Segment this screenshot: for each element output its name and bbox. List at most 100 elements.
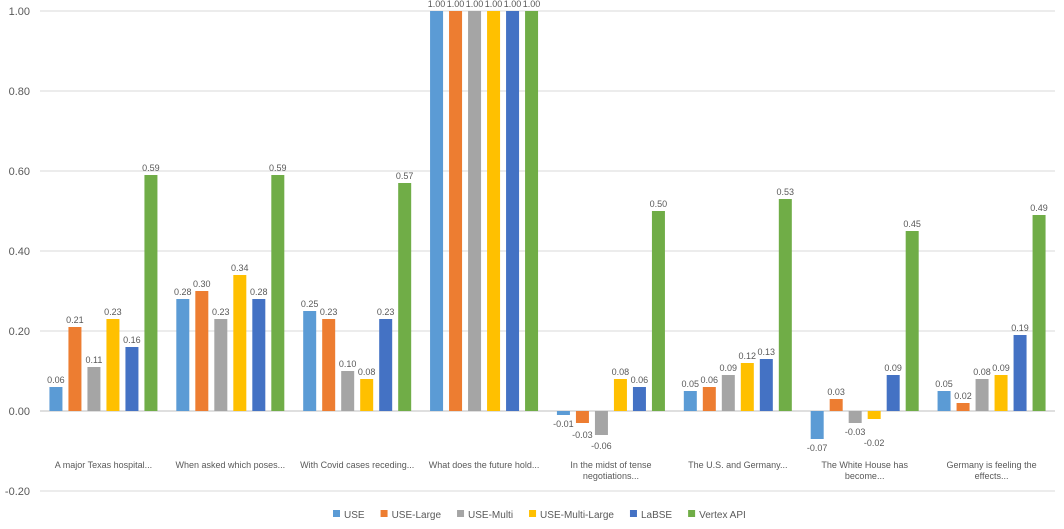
- data-label: 0.45: [903, 219, 921, 229]
- data-label: 0.19: [1011, 323, 1029, 333]
- bar: [271, 175, 285, 411]
- bar: [487, 11, 501, 411]
- data-label: 0.12: [739, 351, 757, 361]
- legend-swatch: [457, 510, 465, 517]
- bar: [525, 11, 539, 411]
- data-label: 0.11: [86, 355, 103, 365]
- legend-swatch: [380, 510, 388, 517]
- x-tick-label: When asked which poses...: [176, 460, 286, 470]
- data-label: 0.09: [720, 363, 738, 373]
- bar: [994, 375, 1008, 411]
- data-label: 0.16: [123, 335, 141, 345]
- legend-entry: USE-Large: [392, 510, 442, 521]
- bar: [740, 363, 754, 411]
- bar: [683, 391, 697, 411]
- data-label: 0.08: [358, 367, 376, 377]
- data-label: 0.49: [1030, 203, 1048, 213]
- bar: [1032, 215, 1046, 411]
- bar: [702, 387, 716, 411]
- data-label: 0.10: [339, 359, 357, 369]
- data-label: 0.08: [612, 367, 630, 377]
- bar: [956, 403, 970, 411]
- data-label: 0.13: [758, 347, 776, 357]
- data-label: 0.06: [631, 375, 649, 385]
- data-label: 0.28: [174, 287, 192, 297]
- y-tick-label: -0.20: [5, 486, 30, 498]
- bar: [379, 319, 393, 411]
- data-label: 0.02: [954, 391, 972, 401]
- bar: [233, 275, 247, 411]
- bar: [430, 11, 444, 411]
- bar: [144, 175, 158, 411]
- data-label: 1.00: [466, 0, 484, 9]
- data-label: 0.59: [269, 163, 287, 173]
- bar: [937, 391, 951, 411]
- data-label: 0.03: [827, 387, 845, 397]
- data-label: 0.09: [884, 363, 902, 373]
- bar: [829, 399, 843, 411]
- bar: [449, 11, 463, 411]
- data-label: -0.02: [864, 438, 885, 448]
- y-tick-label: 0.80: [9, 86, 30, 98]
- bar: [613, 379, 627, 411]
- bar: [360, 379, 374, 411]
- x-tick-label: Germany is feeling the effects...: [947, 460, 1037, 481]
- bar: [759, 359, 773, 411]
- data-label: 0.28: [250, 287, 268, 297]
- data-label: 0.50: [650, 199, 668, 209]
- bar: [468, 11, 482, 411]
- data-label: 0.23: [320, 307, 338, 317]
- bar: [214, 319, 228, 411]
- legend-entry: USE: [344, 510, 365, 521]
- bar: [594, 411, 608, 435]
- bar: [195, 291, 209, 411]
- bar: [651, 211, 665, 411]
- data-label: 0.08: [973, 367, 991, 377]
- data-label: -0.07: [807, 443, 828, 453]
- bar: [106, 319, 120, 411]
- bar: [176, 299, 190, 411]
- x-tick-label: What does the future hold...: [429, 460, 540, 470]
- data-label: 0.05: [682, 379, 700, 389]
- x-tick-label: A major Texas hospital...: [55, 460, 152, 470]
- bar: [68, 327, 82, 411]
- bar: [125, 347, 139, 411]
- bar: [975, 379, 989, 411]
- data-label: 1.00: [485, 0, 503, 9]
- legend-swatch: [333, 510, 340, 517]
- legend-swatch: [688, 510, 696, 517]
- y-tick-label: 0.00: [9, 406, 30, 418]
- data-label: 0.53: [777, 187, 795, 197]
- data-label: 0.23: [104, 307, 122, 317]
- data-label: 0.25: [301, 299, 319, 309]
- bar: [398, 183, 412, 411]
- bar: [886, 375, 900, 411]
- y-tick-label: 1.00: [9, 6, 30, 18]
- data-label: 0.06: [47, 375, 65, 385]
- data-label: 0.59: [142, 163, 160, 173]
- legend-entry: Vertex API: [699, 510, 746, 521]
- data-label: 0.34: [231, 263, 249, 273]
- bar: [1013, 335, 1027, 411]
- bar: [87, 367, 101, 411]
- data-label: 1.00: [447, 0, 465, 9]
- bar: [303, 311, 317, 411]
- data-label: 0.05: [935, 379, 953, 389]
- legend-entry: USE-Multi-Large: [540, 510, 614, 521]
- data-label: 0.21: [66, 315, 84, 325]
- data-label: 1.00: [523, 0, 541, 9]
- data-label: 1.00: [504, 0, 522, 9]
- y-tick-label: 0.60: [9, 166, 30, 178]
- x-tick-label: With Covid cases receding...: [300, 460, 414, 470]
- y-tick-label: 0.40: [9, 246, 30, 258]
- bar: [810, 411, 824, 439]
- data-label: -0.06: [591, 441, 612, 451]
- y-tick-label: 0.20: [9, 326, 30, 338]
- legend-entry: LaBSE: [641, 510, 672, 521]
- legend-entry: USE-Multi: [468, 510, 513, 521]
- bar: [575, 411, 589, 423]
- bar: [49, 387, 63, 411]
- data-label: 1.00: [428, 0, 446, 9]
- data-label: 0.57: [396, 171, 414, 181]
- x-tick-label: The U.S. and Germany...: [688, 460, 787, 470]
